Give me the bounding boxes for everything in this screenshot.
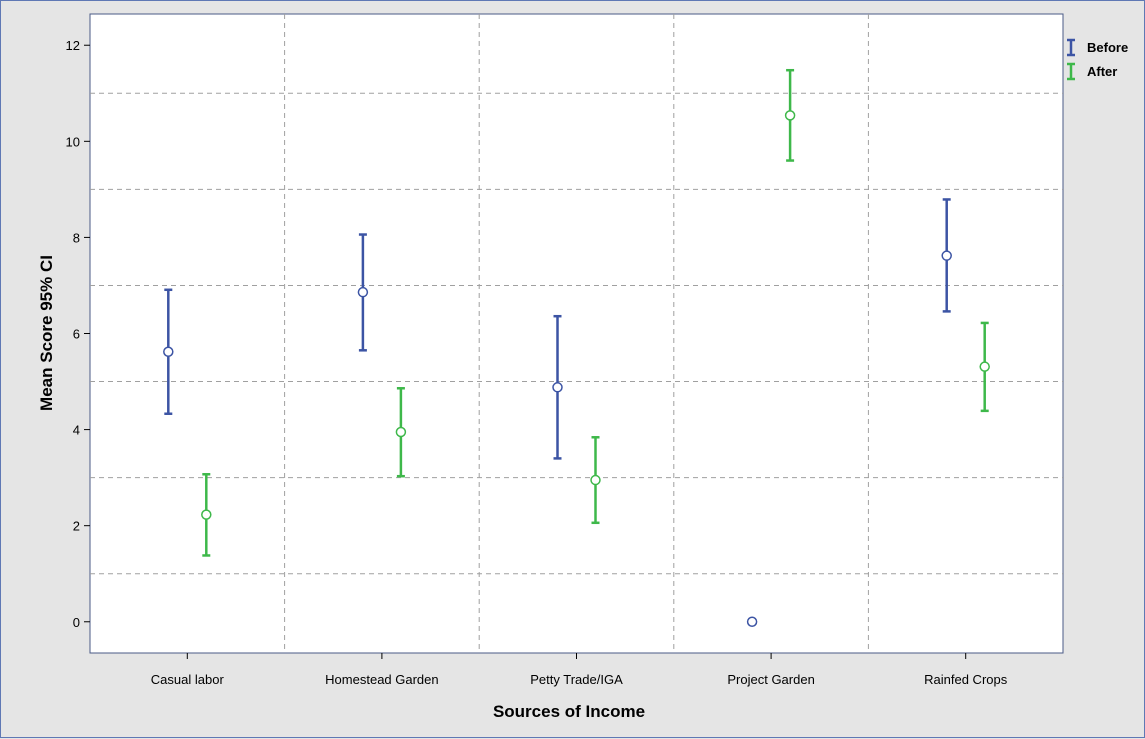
error-bar-after (979, 321, 990, 413)
y-tick-label: 2 (73, 519, 80, 534)
y-tick-label: 6 (73, 327, 80, 342)
error-bar-after (395, 387, 407, 478)
error-bar-after (590, 436, 601, 525)
mean-marker (590, 474, 601, 486)
error-bar-before (357, 233, 369, 352)
x-tick-label: Casual labor (151, 672, 225, 687)
x-tick-label: Project Garden (727, 672, 814, 687)
gridlines (90, 14, 1063, 653)
legend-label-after: After (1087, 64, 1117, 79)
error-bar-before (163, 288, 174, 415)
x-tick-label: Homestead Garden (325, 672, 438, 687)
mean-marker (163, 346, 174, 358)
mean-marker (784, 110, 796, 121)
mean-marker (395, 426, 407, 438)
y-tick-label: 4 (73, 423, 80, 438)
legend-label-before: Before (1087, 40, 1128, 55)
y-axis-title: Mean Score 95% CI (37, 255, 56, 411)
x-tick-label: Petty Trade/IGA (530, 672, 623, 687)
y-tick-label: 12 (66, 38, 80, 53)
error-bars (163, 68, 990, 628)
y-tick-label: 0 (73, 615, 80, 630)
error-bar-after (201, 473, 212, 557)
x-axis-title: Sources of Income (493, 702, 645, 721)
error-bar-before (746, 616, 758, 628)
mean-marker (357, 286, 369, 298)
x-axis: Casual labor Homestead Garden Petty Trade/… (151, 653, 1008, 687)
mean-marker (746, 616, 758, 628)
legend: Before After (1067, 38, 1128, 81)
y-tick-label: 8 (73, 230, 80, 245)
error-bar-before (941, 198, 952, 313)
legend-item-before: Before (1067, 38, 1128, 57)
error-bar-after (784, 68, 796, 162)
y-tick-label: 10 (66, 134, 80, 149)
error-bar-before (552, 314, 563, 460)
y-axis: 0 2 4 6 8 10 12 (66, 38, 90, 630)
mean-marker (552, 382, 563, 393)
plot-area (89, 13, 1064, 654)
x-tick-label: Rainfed Crops (924, 672, 1008, 687)
legend-item-after: After (1067, 62, 1117, 81)
mean-marker (979, 361, 990, 372)
mean-marker (201, 509, 212, 520)
mean-marker (941, 250, 952, 261)
